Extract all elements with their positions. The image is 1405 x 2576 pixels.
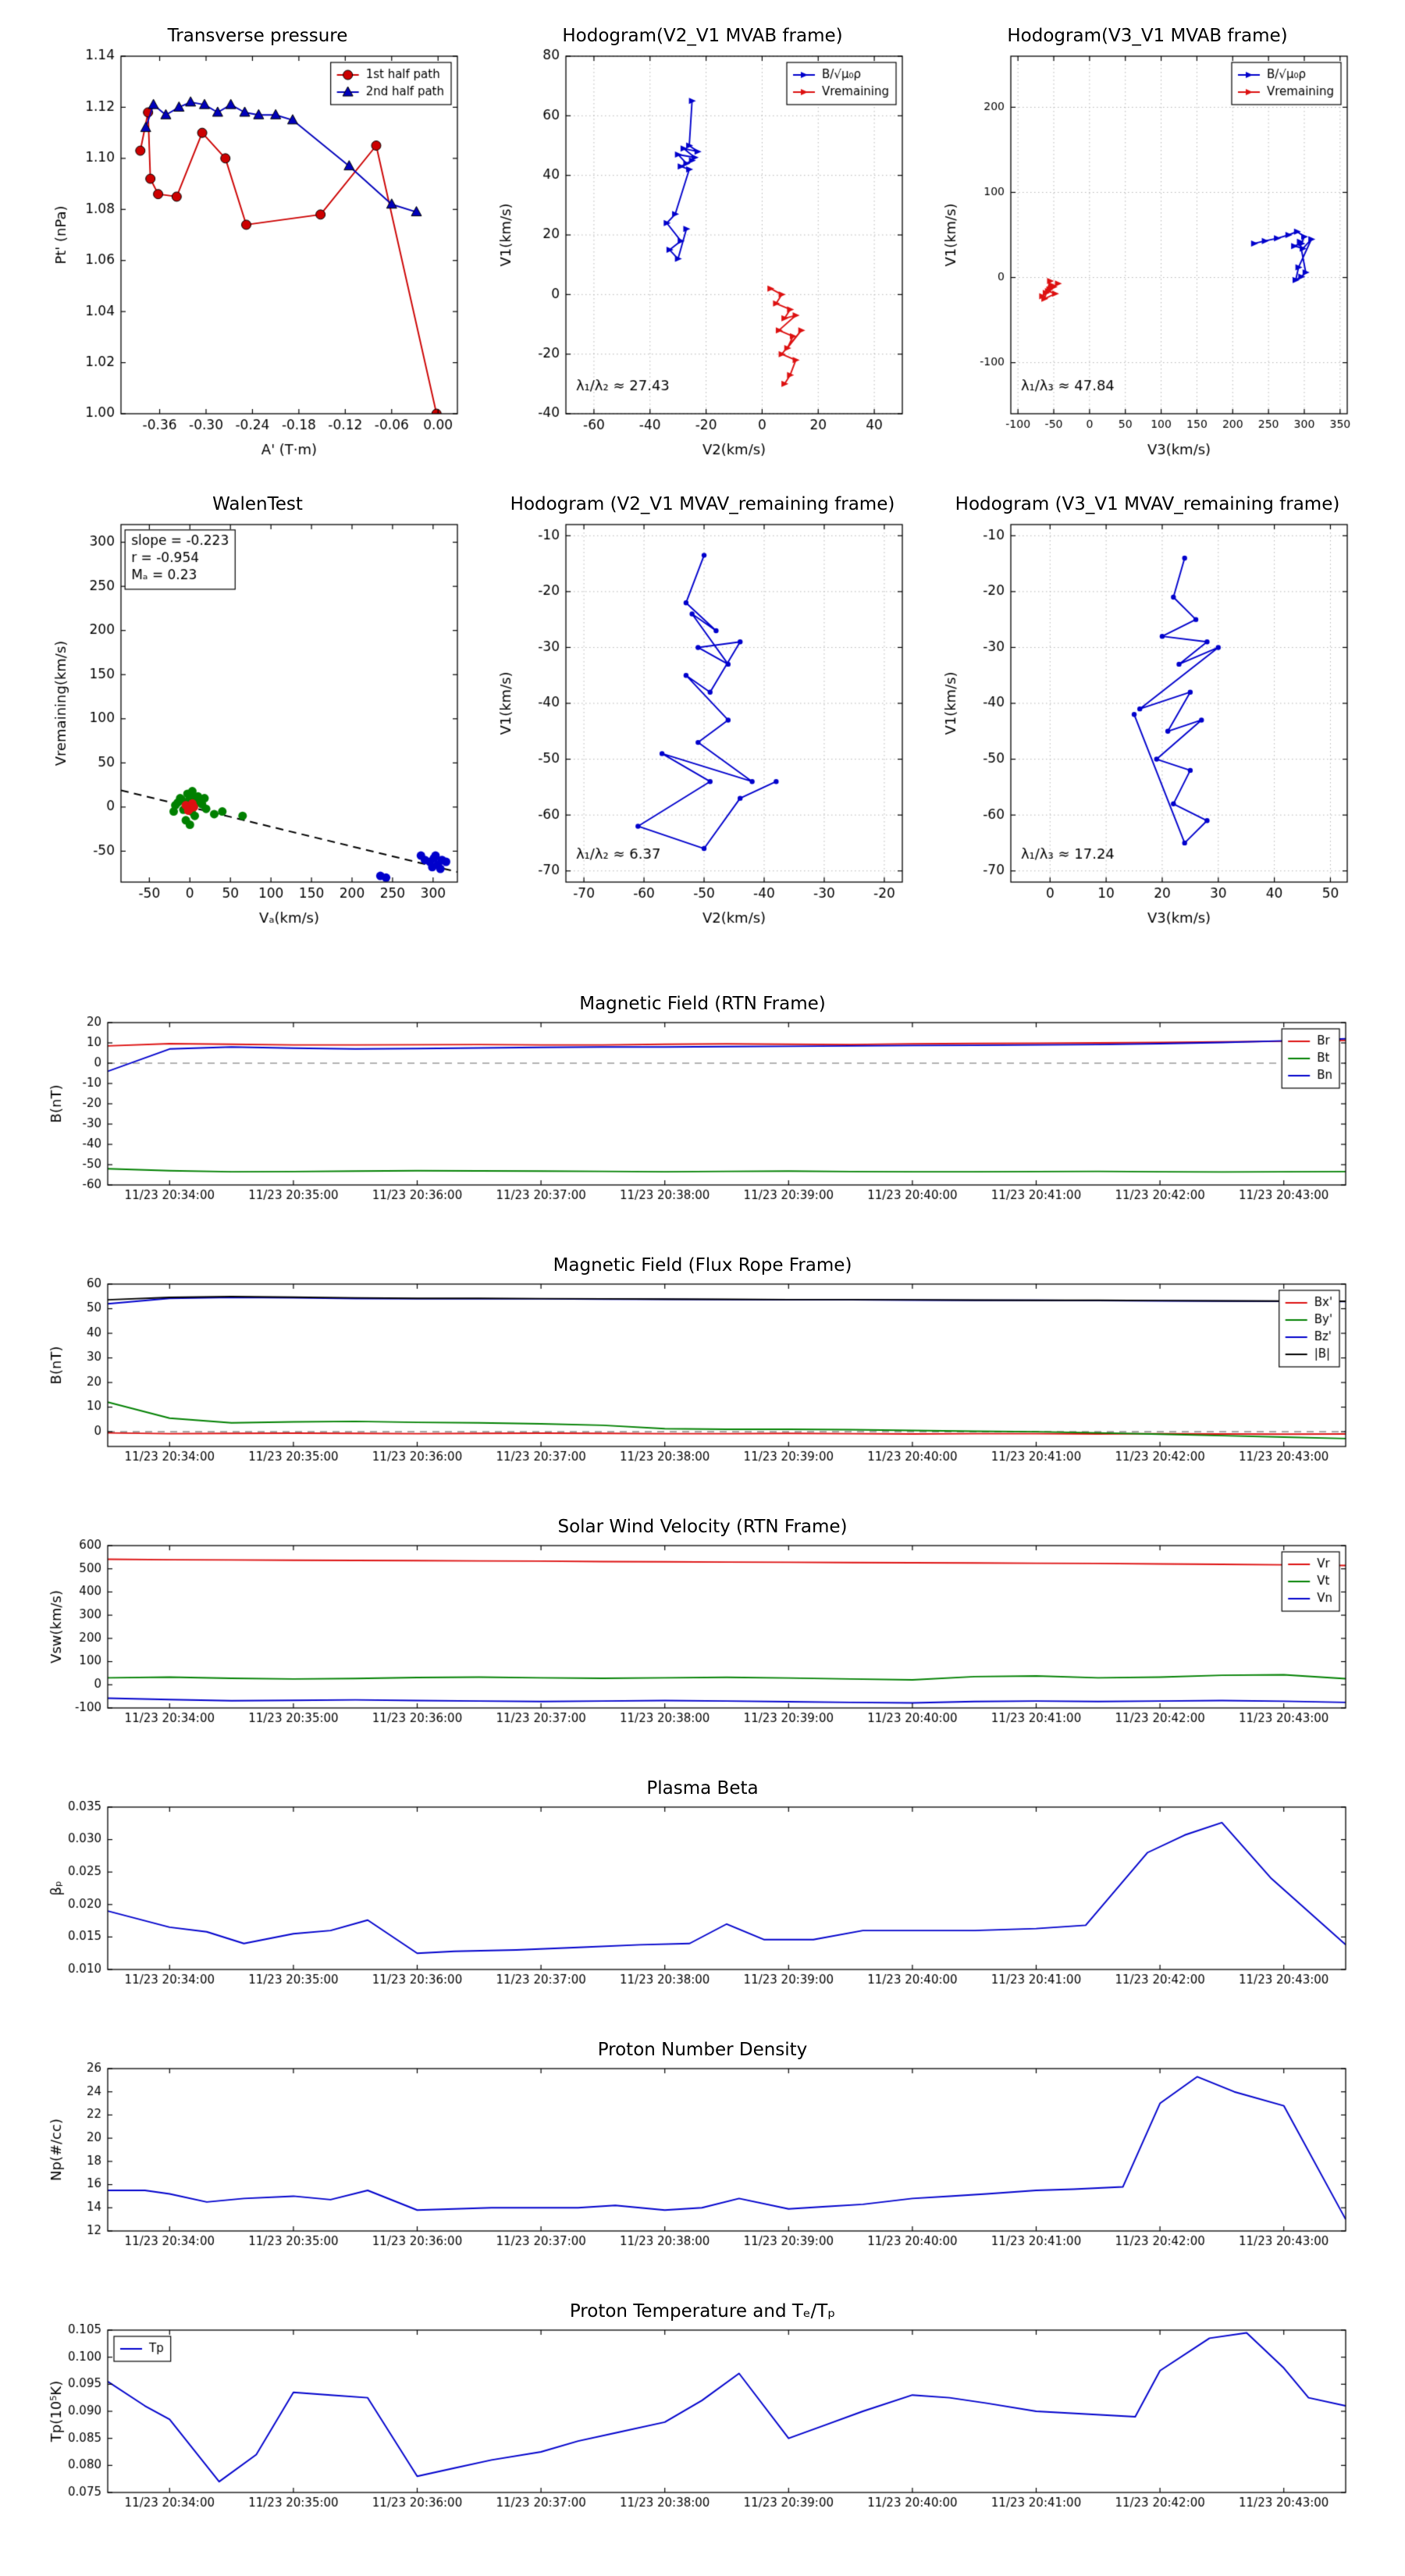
panel-hodogram-v3v1-mvab: Hodogram(V3_V1 MVAB frame)	[937, 23, 1358, 470]
panel-vsw-rtn: Solar Wind Velocity (RTN Frame)	[47, 1514, 1358, 1742]
chart-title: Hodogram (V2_V1 MVAV_remaining frame)	[510, 494, 895, 514]
bfield-fluxrope-canvas	[47, 1278, 1358, 1481]
chart-title: Solar Wind Velocity (RTN Frame)	[557, 1517, 848, 1537]
bfield-rtn-canvas	[47, 1016, 1358, 1219]
chart-title: Hodogram (V3_V1 MVAV_remaining frame)	[955, 494, 1340, 514]
hodogram-v3v1-mvab-canvas	[937, 48, 1358, 470]
transverse-pressure-chart-canvas	[47, 48, 468, 470]
hodogram-v3v1-mvav-canvas	[937, 517, 1358, 938]
panel-hodogram-v2v1-mvav: Hodogram (V2_V1 MVAV_remaining frame)	[492, 492, 913, 938]
vsw-rtn-canvas	[47, 1539, 1358, 1742]
chart-title: WalenTest	[212, 494, 303, 514]
chart-title: Hodogram(V3_V1 MVAB frame)	[1007, 26, 1288, 46]
proton-temperature-canvas	[47, 2324, 1358, 2527]
panel-bfield-rtn: Magnetic Field (RTN Frame)	[47, 991, 1358, 1219]
panel-proton-temperature: Proton Temperature and Tₑ/Tₚ	[47, 2299, 1358, 2527]
panel-hodogram-v3v1-mvav: Hodogram (V3_V1 MVAV_remaining frame)	[937, 492, 1358, 938]
chart-title: Magnetic Field (Flux Rope Frame)	[553, 1255, 852, 1276]
chart-title: Transverse pressure	[167, 26, 348, 46]
panel-plasma-beta: Plasma Beta	[47, 1776, 1358, 2004]
plasma-beta-canvas	[47, 1801, 1358, 2004]
panel-proton-density: Proton Number Density	[47, 2037, 1358, 2265]
panel-transverse-pressure: Transverse pressure	[47, 23, 468, 470]
hodogram-v2v1-mvab-canvas	[492, 48, 913, 470]
panel-walen-test: WalenTest	[47, 492, 468, 938]
chart-title: Plasma Beta	[646, 1778, 759, 1799]
panel-bfield-fluxrope: Magnetic Field (Flux Rope Frame)	[47, 1253, 1358, 1481]
panel-hodogram-v2v1-mvab: Hodogram(V2_V1 MVAB frame)	[492, 23, 913, 470]
chart-title: Hodogram(V2_V1 MVAB frame)	[562, 26, 843, 46]
chart-title: Proton Temperature and Tₑ/Tₚ	[569, 2301, 836, 2322]
proton-density-canvas	[47, 2062, 1358, 2265]
chart-title: Magnetic Field (RTN Frame)	[579, 994, 826, 1014]
walen-test-canvas	[47, 517, 468, 938]
hodogram-v2v1-mvav-canvas	[492, 517, 913, 938]
chart-title: Proton Number Density	[597, 2040, 808, 2060]
